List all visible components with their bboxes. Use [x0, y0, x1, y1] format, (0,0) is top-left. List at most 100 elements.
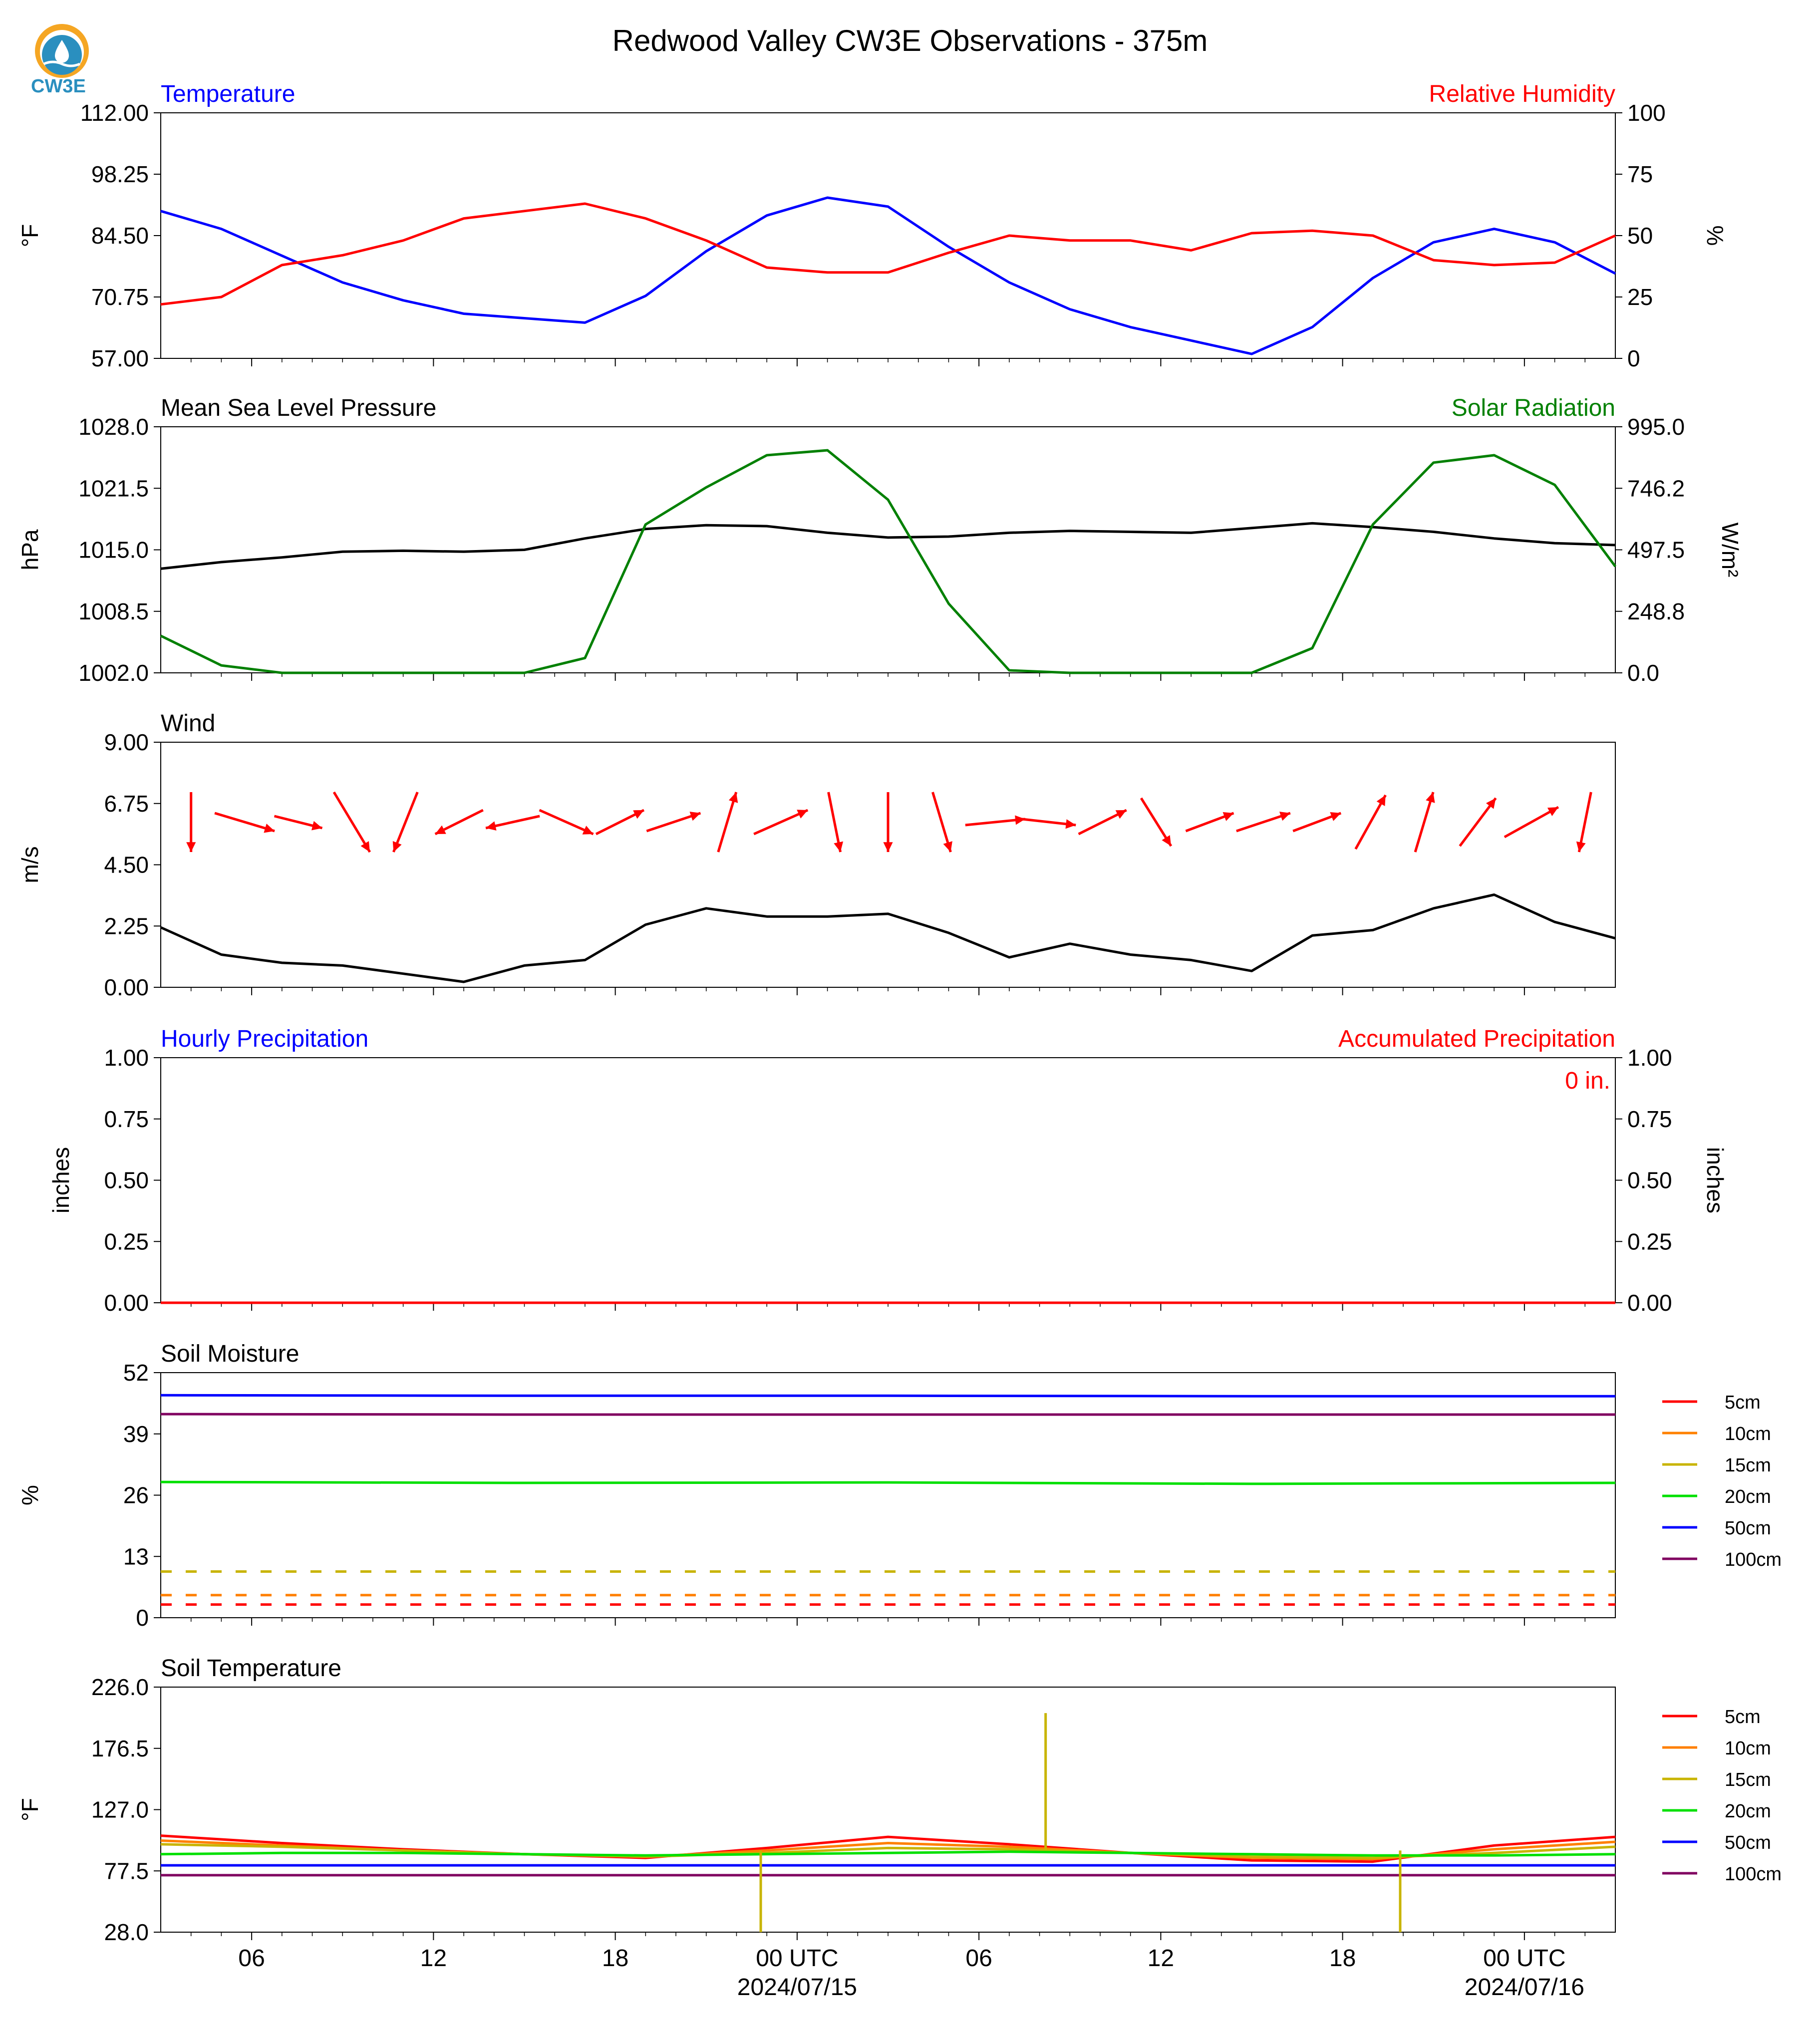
legend-label: 10cm: [1725, 1738, 1771, 1759]
panel-pressure_solar: Mean Sea Level Pressure Solar Radiation 10…: [17, 395, 1743, 686]
y-tick-label: 1021.5: [78, 475, 149, 501]
wind-arrow-head: [1576, 841, 1586, 852]
wind-arrow-head: [1279, 812, 1290, 821]
y-tick-label: 1008.5: [78, 598, 149, 624]
y-tick-label: 0.75: [104, 1106, 149, 1132]
legend-label: 5cm: [1725, 1392, 1761, 1413]
legend-label: 5cm: [1725, 1707, 1761, 1728]
panel-title-right: Relative Humidity: [1429, 81, 1615, 107]
y-tick-label: 176.5: [91, 1736, 149, 1761]
panel-precipitation: Hourly Precipitation Accumulated Precipit…: [48, 1026, 1728, 1316]
wind-arrow: [931, 792, 952, 853]
y-tick-label: 1015.0: [78, 537, 149, 563]
plot-frame: [160, 742, 1616, 988]
series-line-50cm: [160, 1394, 1615, 1398]
legend-label: 50cm: [1725, 1832, 1771, 1853]
wind-arrow-head: [582, 826, 594, 835]
legend-label: 20cm: [1725, 1801, 1771, 1822]
y-tick-label: 84.50: [91, 223, 149, 249]
x-tick-label: 18: [1329, 1945, 1356, 1972]
y-tick-label: 13: [123, 1543, 149, 1569]
x-tick-label: 18: [602, 1945, 628, 1972]
y-axis-label-right: %: [1702, 226, 1728, 246]
legend-label: 10cm: [1725, 1424, 1771, 1445]
wind-arrow: [392, 792, 419, 853]
plot-frame: [160, 112, 1616, 359]
y-tick-label-right: 1.00: [1627, 1045, 1672, 1071]
wind-arrow-head: [1486, 798, 1496, 809]
logo-drop-icon: [55, 40, 69, 63]
y-tick-label: 52: [123, 1360, 149, 1386]
y-tick-label: 39: [123, 1421, 149, 1447]
plot-frame: [160, 1372, 1616, 1618]
series-line-wind: [160, 893, 1616, 983]
y-tick-label-right: 995.0: [1627, 414, 1685, 440]
precip-total-annotation: 0 in.: [1565, 1068, 1610, 1094]
y-tick-label: 6.75: [104, 791, 149, 817]
y-tick-label: 0.25: [104, 1228, 149, 1254]
series-line-20cm: [160, 1480, 1616, 1485]
y-tick-label-right: 75: [1627, 161, 1653, 187]
wind-arrow-head: [1162, 835, 1172, 846]
panel-title-left: Temperature: [161, 81, 295, 107]
wind-arrow-head: [797, 810, 808, 819]
y-tick-label: 70.75: [91, 284, 149, 310]
wind-arrow-head: [728, 792, 738, 803]
wind-arrow-head: [186, 842, 196, 852]
panel-title-left: Soil Moisture: [161, 1341, 299, 1367]
wind-arrow: [1354, 794, 1387, 850]
x-tick-label: 00 UTC: [1483, 1945, 1565, 1972]
wind-arrow-head: [943, 841, 952, 852]
y-tick-label: 0.50: [104, 1167, 149, 1193]
panel-title-right: Accumulated Precipitation: [1338, 1026, 1615, 1052]
series-line-20cm: [160, 1850, 1616, 1857]
y-axis-label: %: [17, 1485, 43, 1505]
y-tick-label: 1.00: [104, 1045, 149, 1071]
panel-title-left: Wind: [161, 710, 215, 737]
legend-label: 15cm: [1725, 1455, 1771, 1476]
wind-arrow: [1459, 797, 1497, 847]
figure-title: Redwood Valley CW3E Observations - 375m: [612, 24, 1208, 57]
y-tick-label-right: 248.8: [1627, 598, 1685, 624]
y-tick-label-right: 497.5: [1627, 537, 1685, 563]
wind-arrow-head: [1330, 812, 1341, 821]
wind-arrow-head: [1376, 795, 1386, 806]
y-tick-label-right: 50: [1627, 223, 1653, 249]
legend-label: 100cm: [1725, 1864, 1782, 1885]
y-tick-label: 2.25: [104, 913, 149, 939]
y-tick-label: 9.00: [104, 729, 149, 755]
wind-arrow: [214, 812, 275, 833]
y-axis-label-right: W/m²: [1717, 523, 1743, 578]
y-axis-label: inches: [48, 1147, 74, 1213]
panel-title-right: Solar Radiation: [1452, 395, 1615, 421]
y-tick-label-right: 0.75: [1627, 1106, 1672, 1132]
y-axis-label-right: inches: [1702, 1147, 1728, 1213]
x-tick-label: 06: [965, 1945, 992, 1972]
x-tick-label: 00 UTC: [756, 1945, 838, 1972]
y-tick-label: 98.25: [91, 161, 149, 187]
y-tick-label-right: 0.25: [1627, 1228, 1672, 1254]
y-axis-label: °F: [17, 1798, 43, 1821]
wind-arrow: [827, 792, 842, 853]
wind-arrow-head: [1065, 819, 1076, 829]
panel-title-left: Soil Temperature: [161, 1655, 341, 1682]
y-tick-label-right: 0: [1627, 345, 1640, 371]
y-tick-label: 0.00: [104, 1290, 149, 1316]
series-line-temperature: [160, 196, 1616, 355]
series-line-100cm: [160, 1413, 1615, 1416]
y-tick-label-right: 0.0: [1627, 660, 1659, 686]
y-tick-label: 1002.0: [78, 660, 149, 686]
y-tick-label: 4.50: [104, 852, 149, 878]
legend-label: 50cm: [1725, 1518, 1771, 1539]
wind-arrow: [1504, 806, 1559, 839]
wind-arrow-head: [435, 825, 446, 834]
legend-label: 100cm: [1725, 1549, 1782, 1570]
panel-soil_temperature: Soil Temperature 28.0 77.5 127.0 176.5 226.0 °…: [17, 1655, 1782, 1945]
wind-arrow: [1414, 792, 1435, 853]
wind-arrow-head: [360, 841, 370, 852]
y-tick-label-right: 0.00: [1627, 1290, 1672, 1316]
series-line-mean-sea-level-pressure: [160, 522, 1616, 570]
y-tick-label-right: 0.50: [1627, 1167, 1672, 1193]
y-axis-label: m/s: [17, 846, 43, 883]
y-tick-label-right: 100: [1627, 100, 1666, 126]
